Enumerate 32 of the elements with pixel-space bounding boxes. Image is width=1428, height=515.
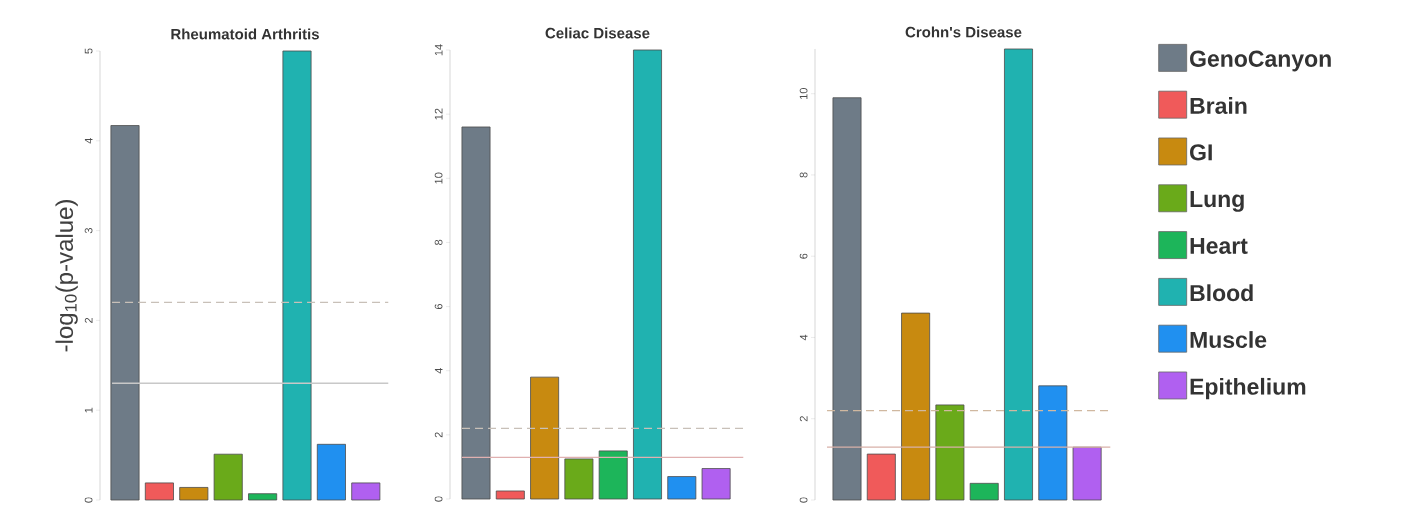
legend-label: Heart	[1190, 237, 1248, 254]
y-axis-title: -log$_{10}$(p-value)	[55, 200, 78, 352]
y-tick-label: 4	[84, 138, 93, 144]
legend-label: GI	[1190, 144, 1212, 161]
y-tick-label: 8	[799, 172, 808, 178]
y-tick-label: 14	[434, 44, 443, 56]
y-tick-label: 6	[799, 253, 808, 259]
legend-label: Blood	[1190, 284, 1253, 302]
y-tick-label: 12	[434, 108, 443, 120]
legend-label: Brain	[1190, 97, 1247, 114]
y-tick-label: 0	[799, 497, 808, 503]
legend-label: Epithelium	[1190, 377, 1306, 400]
y-tick-label: 2	[84, 317, 93, 323]
y-tick-label: 5	[84, 48, 93, 54]
chart-title: Crohn's Disease	[905, 26, 1022, 38]
y-tick-label: 8	[434, 239, 443, 246]
y-tick-label: 1	[84, 407, 93, 413]
legend-label: GenoCanyon	[1190, 50, 1331, 72]
y-tick-label: 0	[434, 496, 443, 502]
y-tick-label: 3	[84, 228, 93, 234]
legend-label: Muscle	[1190, 331, 1267, 348]
y-tick-label: 10	[434, 172, 443, 184]
chart-title: Rheumatoid Arthritis	[171, 28, 319, 40]
y-tick-label: 4	[434, 367, 443, 374]
chart-title: Celiac Disease	[545, 27, 650, 39]
y-tick-label: 2	[434, 432, 443, 438]
y-tick-label: 10	[799, 88, 808, 99]
y-tick-label: 4	[799, 334, 808, 341]
y-tick-label: 6	[434, 304, 443, 310]
legend-label: Lung	[1190, 191, 1244, 212]
y-tick-label: 2	[799, 416, 808, 422]
y-tick-label: 0	[84, 497, 93, 503]
